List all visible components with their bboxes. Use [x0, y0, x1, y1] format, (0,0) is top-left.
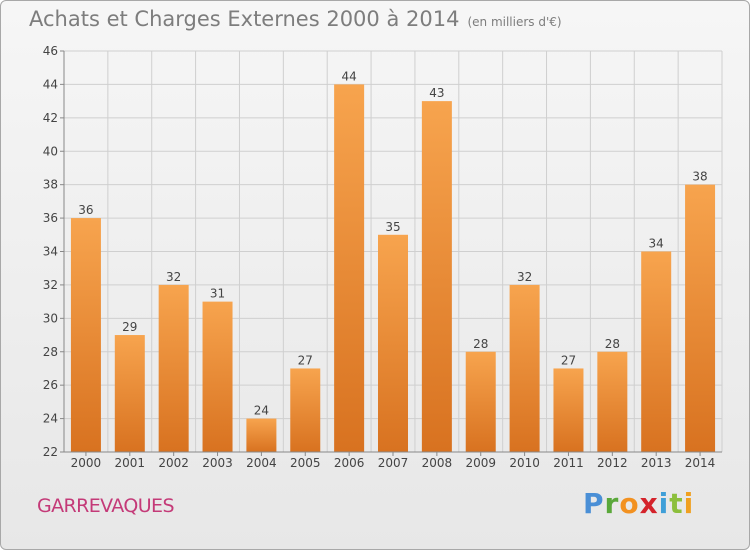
data-label-2009: 28	[473, 337, 488, 351]
x-tick-label-2013: 2013	[641, 456, 672, 470]
bar-2007	[378, 234, 408, 452]
data-label-2013: 34	[649, 237, 664, 251]
y-tick-label: 30	[43, 311, 58, 325]
y-tick-label: 24	[43, 412, 58, 426]
bar-2014	[685, 184, 716, 452]
y-tick-label: 38	[43, 178, 58, 192]
data-label-2006: 44	[341, 69, 356, 83]
x-tick-label-2001: 2001	[115, 456, 146, 470]
x-tick-label-2011: 2011	[553, 456, 584, 470]
bar-2010	[509, 284, 540, 452]
bar-2001	[114, 335, 145, 452]
proxiti-logo: Proxiti	[583, 487, 694, 520]
x-tick-label-2004: 2004	[246, 456, 277, 470]
chart-subtitle: (en milliers d'€)	[467, 15, 562, 29]
y-tick-label: 22	[43, 445, 58, 459]
bar-2003	[202, 301, 233, 452]
bar-2012	[597, 351, 628, 452]
data-label-2014: 38	[692, 170, 707, 184]
x-tick-label-2003: 2003	[202, 456, 233, 470]
bars	[70, 84, 716, 453]
x-tick-label-2010: 2010	[509, 456, 540, 470]
logo-letter: o	[619, 487, 640, 520]
bar-2004	[246, 418, 277, 452]
y-tick-label: 44	[43, 77, 58, 91]
x-tick-label-2000: 2000	[71, 456, 102, 470]
logo-letter: x	[639, 487, 659, 520]
logo-letter: r	[604, 487, 620, 520]
data-label-2005: 27	[298, 353, 313, 367]
bar-2002	[158, 284, 189, 452]
data-label-2007: 35	[385, 220, 400, 234]
bar-2006	[334, 84, 365, 453]
y-tick-label: 28	[43, 345, 58, 359]
commune-name: GARREVAQUES	[37, 495, 175, 517]
logo-letter: P	[583, 487, 605, 520]
data-label-2010: 32	[517, 270, 532, 284]
x-tick-label-2002: 2002	[158, 456, 189, 470]
x-tick-label-2008: 2008	[422, 456, 453, 470]
x-tick-label-2009: 2009	[465, 456, 496, 470]
bar-2009	[465, 351, 496, 452]
y-tick-label: 32	[43, 278, 58, 292]
logo-letter: i	[658, 487, 670, 520]
bar-2005	[290, 368, 321, 452]
y-tick-label: 46	[43, 44, 58, 58]
x-tick-label-2005: 2005	[290, 456, 321, 470]
data-label-2002: 32	[166, 270, 181, 284]
data-label-2000: 36	[78, 203, 93, 217]
x-tick-label-2006: 2006	[334, 456, 365, 470]
chart-title: Achats et Charges Externes 2000 à 2014 (e…	[29, 7, 562, 31]
value-labels: 36 29 32 31 24 27 44 35 43 28 32 27 28 34 38	[78, 69, 707, 417]
data-label-2011: 27	[561, 353, 576, 367]
bar-2008	[421, 101, 452, 452]
data-label-2001: 29	[122, 320, 137, 334]
bar-2013	[641, 251, 672, 452]
bar-2011	[553, 368, 584, 452]
data-label-2008: 43	[429, 86, 444, 100]
logo-letter: t	[669, 487, 684, 520]
x-tick-label-2012: 2012	[597, 456, 628, 470]
x-tick-label-2007: 2007	[378, 456, 409, 470]
y-tick-label: 40	[43, 144, 58, 158]
title-text: Achats et Charges Externes 2000 à 2014	[29, 7, 460, 31]
data-label-2003: 31	[210, 287, 225, 301]
data-label-2004: 24	[254, 404, 269, 418]
data-label-2012: 28	[605, 337, 620, 351]
logo-letter: i	[683, 487, 695, 520]
y-tick-label: 36	[43, 211, 58, 225]
axes: 22 24 26 28 30 32 34 36 38 40 42 44 46 2000 2001 2002 20…	[43, 44, 722, 470]
y-tick-label: 26	[43, 378, 58, 392]
y-tick-label: 34	[43, 245, 58, 259]
y-tick-label: 42	[43, 111, 58, 125]
bar-2000	[70, 218, 101, 452]
x-tick-label-2014: 2014	[685, 456, 716, 470]
